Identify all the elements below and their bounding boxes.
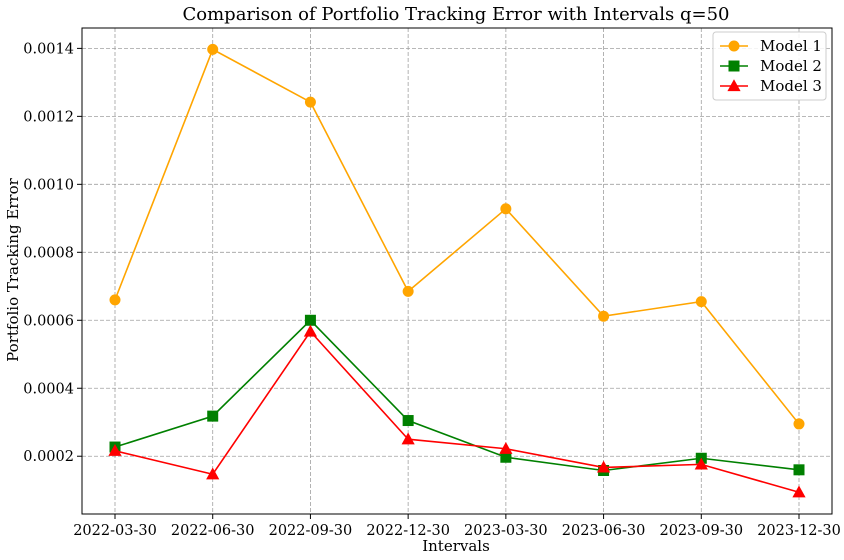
data-point-model-1 <box>402 285 414 297</box>
x-tick-label: 2022-03-30 <box>73 523 157 539</box>
series-model-3 <box>108 324 806 498</box>
data-point-model-2 <box>304 314 316 326</box>
series-line-model-1 <box>114 48 800 425</box>
y-axis-label: Portfolio Tracking Error <box>4 177 22 361</box>
x-axis-label: Intervals <box>422 537 490 555</box>
data-point-model-1 <box>793 418 805 430</box>
legend-marker-model-2 <box>728 60 740 72</box>
data-point-model-3 <box>596 460 611 473</box>
data-point-model-3 <box>499 441 513 454</box>
legend-marker-model-1 <box>728 40 740 52</box>
y-tick-label: 0.0014 <box>23 41 74 57</box>
legend-label-model-3: Model 3 <box>760 77 822 95</box>
x-tick-label: 2022-06-30 <box>171 523 255 539</box>
legend: Model 1 Model 2 Model 3 <box>712 31 827 101</box>
series-layer <box>108 43 806 498</box>
data-point-model-2 <box>793 464 805 476</box>
data-point-model-1 <box>598 310 610 322</box>
legend-marker-model-3 <box>727 79 741 92</box>
x-tick-label: 2023-03-30 <box>464 523 548 539</box>
axes: 2022-03-30 2022-06-30 2022-09-30 2022-12-30… <box>23 27 841 539</box>
y-tick-label: 0.0004 <box>23 381 74 397</box>
data-point-model-3 <box>108 444 122 456</box>
data-point-model-3 <box>694 457 708 470</box>
legend-box <box>712 31 827 101</box>
x-tick-label: 2022-09-30 <box>269 523 353 539</box>
series-model-1 <box>109 43 805 430</box>
y-tick-label: 0.0010 <box>23 177 74 193</box>
data-point-model-2 <box>402 415 414 427</box>
x-tick-label: 2023-12-30 <box>757 523 841 539</box>
y-tick-label: 0.0008 <box>23 245 74 261</box>
series-line-model-2 <box>114 319 800 472</box>
y-tick-label: 0.0002 <box>23 449 74 465</box>
data-point-model-3 <box>303 324 318 337</box>
data-point-model-1 <box>109 294 121 306</box>
data-point-model-1 <box>500 203 512 215</box>
x-tick-label: 2022-12-30 <box>366 523 450 539</box>
legend-label-model-1: Model 1 <box>760 37 822 55</box>
y-tick-label: 0.0012 <box>23 109 74 125</box>
legend-label-model-2: Model 2 <box>760 57 822 75</box>
data-point-model-3 <box>206 467 220 480</box>
series-model-2 <box>109 314 805 476</box>
data-point-model-1 <box>304 96 316 108</box>
data-point-model-1 <box>207 43 219 55</box>
plot-frame <box>81 27 833 515</box>
gridlines <box>82 28 832 514</box>
x-tick-label: 2023-06-30 <box>562 523 646 539</box>
chart-title: Comparison of Portfolio Tracking Error w… <box>183 4 730 25</box>
data-point-model-1 <box>695 296 707 308</box>
series-line-model-3 <box>114 330 800 494</box>
data-point-model-3 <box>792 485 806 498</box>
x-tick-label: 2023-09-30 <box>659 523 743 539</box>
y-tick-label: 0.0006 <box>23 313 74 329</box>
data-point-model-3 <box>401 432 415 445</box>
data-point-model-2 <box>207 410 219 422</box>
